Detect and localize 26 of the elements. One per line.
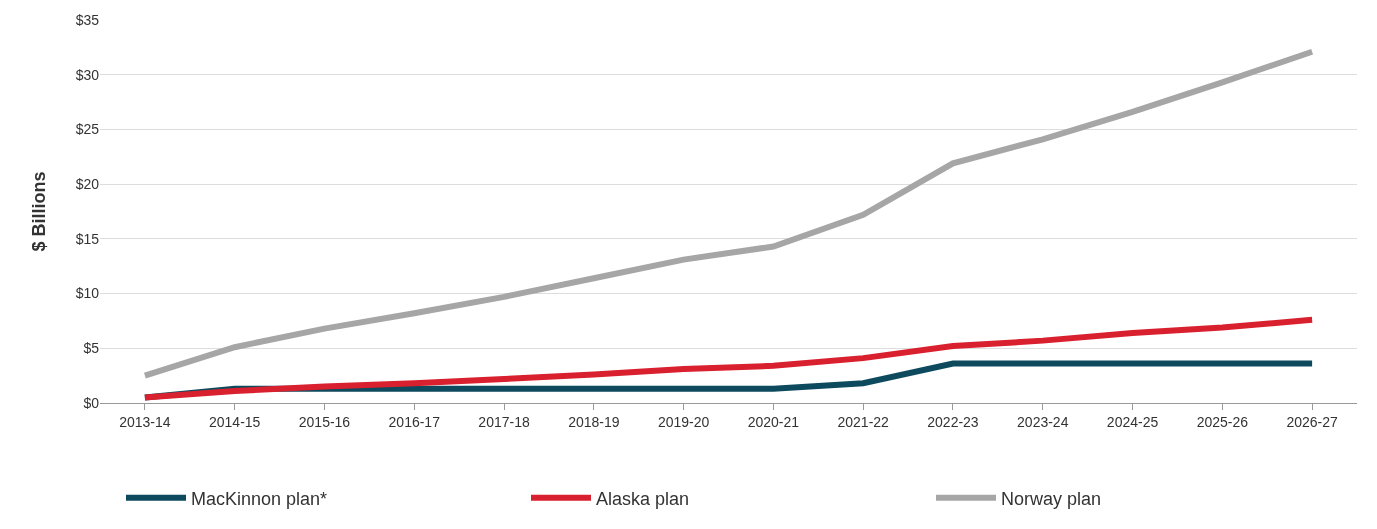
legend-label: MacKinnon plan* — [191, 488, 328, 509]
x-tick-label: 2021-22 — [837, 413, 890, 430]
x-tick-label: 2026-27 — [1286, 413, 1339, 430]
y-tick-label: $15 — [75, 230, 100, 247]
y-tick-label: $25 — [75, 121, 100, 138]
y-tick-label: $20 — [75, 176, 100, 193]
x-tick-label: 2014-15 — [208, 413, 261, 430]
legend-label: Alaska plan — [596, 488, 690, 509]
x-tick-label: 2013-14 — [119, 413, 171, 430]
y-tick-label: $35 — [75, 11, 100, 28]
y-axis-title: $ Billions — [28, 171, 49, 252]
x-tick-label: 2022-23 — [927, 413, 979, 430]
x-tick-label: 2018-19 — [568, 413, 620, 430]
x-tick-label: 2015-16 — [298, 413, 351, 430]
y-tick-label: $5 — [83, 340, 100, 357]
y-tick-label: $0 — [83, 394, 100, 411]
x-tick-label: 2024-25 — [1106, 413, 1159, 430]
x-tick-label: 2023-24 — [1017, 413, 1069, 430]
x-tick-label: 2016-17 — [388, 413, 441, 430]
x-tick-label: 2017-18 — [478, 413, 530, 430]
x-tick-label: 2019-20 — [657, 413, 710, 430]
x-tick-label: 2025-26 — [1196, 413, 1249, 430]
x-tick-label: 2020-21 — [747, 413, 800, 430]
y-tick-label: $30 — [75, 66, 100, 83]
legend-label: Norway plan — [1001, 488, 1102, 509]
y-tick-label: $10 — [75, 285, 100, 302]
